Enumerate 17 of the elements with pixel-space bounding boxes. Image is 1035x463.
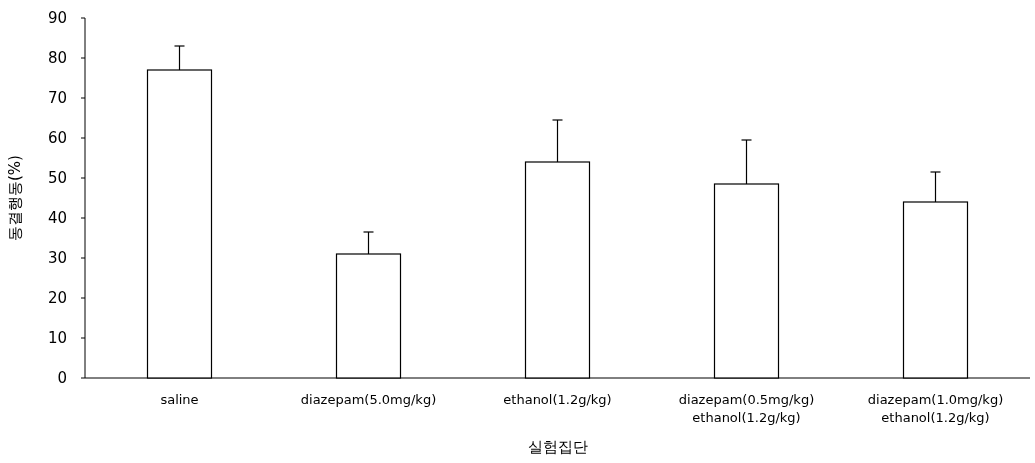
- y-tick-label: 10: [47, 329, 67, 347]
- x-tick-label: diazepam(1.0mg/kg) ethanol(1.2g/kg): [867, 392, 1004, 425]
- y-tick-label: 90: [47, 9, 67, 27]
- x-tick-label: diazepam(0.5mg/kg) ethanol(1.2g/kg): [678, 392, 815, 425]
- x-tick-label: diazepam(5.0mg/kg): [300, 392, 437, 407]
- y-tick-label: 40: [47, 209, 67, 227]
- y-tick-label: 60: [47, 129, 67, 147]
- y-tick-label: 70: [47, 89, 67, 107]
- y-tick-label: 0: [57, 369, 67, 387]
- x-axis-title: 실험집단: [527, 438, 588, 456]
- y-tick-label: 80: [47, 49, 67, 67]
- x-tick-label: saline: [160, 392, 199, 407]
- y-tick-label: 20: [47, 289, 67, 307]
- x-tick-label: ethanol(1.2g/kg): [503, 392, 612, 407]
- y-tick-label: 30: [47, 249, 67, 267]
- y-axis-title: 동결행동(%): [6, 155, 24, 241]
- y-tick-label: 50: [47, 169, 67, 187]
